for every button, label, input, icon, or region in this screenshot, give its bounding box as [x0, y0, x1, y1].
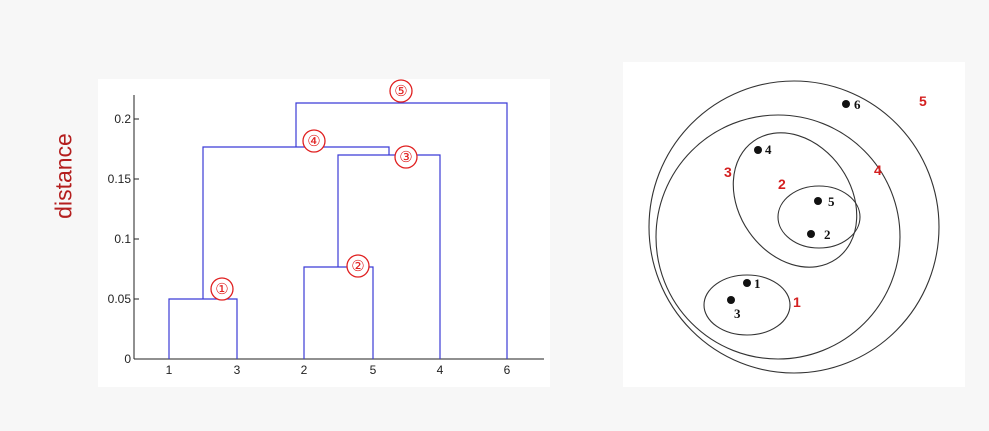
cluster-label: 2 [778, 176, 786, 192]
point-3 [727, 296, 735, 304]
merge-step-label: ② [351, 258, 364, 275]
leaf-label: 5 [370, 363, 377, 377]
point-5 [814, 197, 822, 205]
cluster-5-outline [648, 80, 940, 374]
dendrogram-panel: 0 0.05 0.1 0.15 0.2 1 3 2 5 4 6 [98, 79, 550, 387]
merge-marker-3 [394, 145, 418, 169]
y-tick-label: 0.2 [114, 112, 131, 126]
y-axis: 0 0.05 0.1 0.15 0.2 [108, 95, 544, 366]
merge-link-5 [295, 102, 508, 359]
merge-step-label: ① [215, 281, 228, 298]
y-tick-label: 0 [124, 352, 131, 366]
leaf-label: 2 [301, 363, 308, 377]
point-4 [754, 146, 762, 154]
cluster-1-outline [703, 274, 791, 336]
point-label: 1 [754, 276, 761, 291]
point-label: 5 [828, 194, 835, 209]
dendrogram-chart: 0 0.05 0.1 0.15 0.2 1 3 2 5 4 6 [108, 79, 544, 377]
merge-step-label: ⑤ [394, 83, 407, 100]
cluster-2-outline [777, 185, 861, 249]
merge-step-markers [210, 79, 418, 301]
merge-step-label: ④ [307, 133, 320, 150]
point-6 [842, 100, 850, 108]
merge-step-label: ③ [399, 149, 412, 166]
point-label: 6 [854, 97, 861, 112]
leaf-label: 1 [166, 363, 173, 377]
x-axis-ticks: 1 3 2 5 4 6 [166, 354, 511, 377]
merge-marker-2 [346, 254, 370, 278]
merge-links [168, 102, 508, 359]
merge-marker-1 [210, 277, 234, 301]
y-tick-label: 0.1 [114, 232, 131, 246]
cluster-label: 5 [919, 93, 927, 109]
point-2 [807, 230, 815, 238]
point-label: 2 [824, 227, 831, 242]
merge-link-1 [168, 298, 238, 359]
nested-cluster-panel: 1 3 4 5 2 6 1 2 3 4 5 [623, 62, 965, 387]
cluster-4-outline [655, 114, 901, 360]
point-label: 3 [734, 306, 741, 321]
y-axis-label: distance [50, 133, 77, 219]
merge-marker-5 [389, 79, 413, 103]
leaf-label: 4 [437, 363, 444, 377]
cluster-3-outline [732, 132, 858, 268]
point-label: 4 [765, 142, 772, 157]
y-tick-label: 0.15 [108, 172, 132, 186]
merge-step-labels: ① ② ③ ④ ⑤ [215, 83, 412, 298]
cluster-label: 1 [793, 294, 801, 310]
leaf-label: 6 [504, 363, 511, 377]
merge-link-2 [303, 266, 374, 359]
point-1 [743, 279, 751, 287]
y-axis-label-container: distance [44, 96, 84, 256]
cluster-label: 4 [874, 162, 882, 178]
cluster-label: 3 [724, 164, 732, 180]
leaf-label: 3 [234, 363, 241, 377]
y-tick-label: 0.05 [108, 292, 132, 306]
nested-cluster-diagram: 1 3 4 5 2 6 1 2 3 4 5 [648, 80, 940, 374]
merge-marker-4 [302, 129, 326, 153]
